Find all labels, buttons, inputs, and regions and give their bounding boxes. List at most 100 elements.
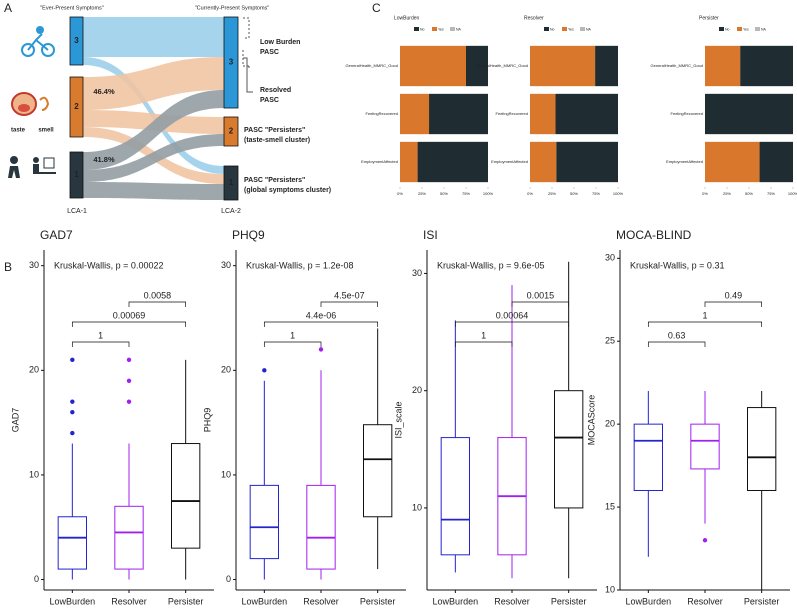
chart-title: ISI <box>423 228 438 242</box>
header: "Ever-Present Symptoms" <box>40 5 104 11</box>
comparison-label: 1 <box>290 330 295 340</box>
y-tick-label: 20 <box>412 385 422 395</box>
y-tick-label: 10 <box>29 469 39 479</box>
node-label: 2 <box>74 102 79 111</box>
group-label: (global symptoms cluster) <box>244 187 331 194</box>
x-tick-label: LowBurden <box>433 596 479 606</box>
y-tick-label: 10 <box>412 502 422 512</box>
node-label: 1 <box>74 170 79 179</box>
comparison-bracket <box>71 341 130 347</box>
bar-segment <box>759 141 793 183</box>
x-tick-label: Resolver <box>687 596 723 606</box>
group-label: PASC "Persisters" <box>244 177 305 184</box>
category-label: EmploymentAffected <box>361 159 398 164</box>
bar-segment <box>530 141 557 183</box>
x-tick-label: LowBurden <box>50 596 96 606</box>
legend-swatch <box>414 27 419 31</box>
bar-segment <box>429 93 488 135</box>
axis-label: LCA-1 <box>67 208 87 215</box>
bar-segment <box>530 93 556 135</box>
category-label: GeneralHealth_MMRC_Good <box>476 63 528 68</box>
bracket <box>243 57 253 93</box>
comparison-label: 4.5e-07 <box>334 290 365 300</box>
x-tick-label: 25% <box>418 191 426 196</box>
x-tick-label: 25% <box>723 191 731 196</box>
x-tick-label: Persister <box>551 596 587 606</box>
group-label: (taste-smell cluster) <box>244 137 310 144</box>
percent-label: 46.4% <box>93 87 115 96</box>
x-tick-label: 75% <box>462 191 470 196</box>
x-tick-label: 100% <box>613 191 624 196</box>
chart-title: PHQ9 <box>232 228 265 242</box>
legend-swatch <box>562 27 567 31</box>
outlier <box>262 368 267 373</box>
x-tick-label: 25% <box>548 191 556 196</box>
header: "Currently-Present Symptoms" <box>195 5 270 11</box>
node <box>69 16 84 66</box>
legend-label: No <box>550 27 555 31</box>
node-label: 3 <box>229 58 234 67</box>
box <box>554 390 584 509</box>
comparison-label: 4.4e-06 <box>306 310 337 320</box>
group-label: PASC "Persisters" <box>244 127 305 134</box>
category-label: FeelingRecovered <box>671 111 703 116</box>
box <box>114 505 144 570</box>
x-tick-label: 0% <box>527 191 533 196</box>
comparison-label: 1 <box>702 310 707 320</box>
legend-label: NA <box>456 27 462 31</box>
comparison-label: 0.00064 <box>496 310 529 320</box>
comparison-bracket <box>647 321 763 327</box>
outlier <box>126 399 132 404</box>
legend-label: No <box>725 27 730 31</box>
x-tick-label: 0% <box>702 191 708 196</box>
box <box>747 407 777 491</box>
comparison-label: 0.0015 <box>527 290 555 300</box>
x-tick-label: Resolver <box>494 596 530 606</box>
comparison-label: 1 <box>98 330 103 340</box>
box <box>57 516 88 570</box>
axis-title: ISI_scale <box>393 401 403 438</box>
flow <box>83 134 224 182</box>
y-tick-label: 0 <box>34 574 39 584</box>
box <box>306 484 336 570</box>
box <box>690 423 720 470</box>
x-tick-label: 50% <box>440 191 448 196</box>
x-tick-label: LowBurden <box>626 596 672 606</box>
test-label: Kruskal-Wallis, p = 1.2e-08 <box>246 260 353 270</box>
node-label: 2 <box>229 127 234 136</box>
legend-label: NA <box>761 27 767 31</box>
box <box>633 423 664 491</box>
y-tick-label: 15 <box>605 501 615 511</box>
legend-swatch <box>432 27 437 31</box>
bar-segment <box>400 141 418 183</box>
category-label: FeelingRecovered <box>366 111 398 116</box>
axis-title: GAD7 <box>10 408 20 433</box>
legend-swatch <box>580 27 585 31</box>
x-tick-label: 50% <box>570 191 578 196</box>
legend-swatch <box>450 27 455 31</box>
y-tick-label: 20 <box>29 365 39 375</box>
node <box>223 165 239 201</box>
bar-segment <box>400 93 430 135</box>
bar-segment <box>555 93 618 135</box>
y-tick-label: 30 <box>412 268 422 278</box>
flow <box>83 57 224 110</box>
nose-icon <box>39 96 50 111</box>
x-tick-label: 100% <box>483 191 494 196</box>
icon-label: taste <box>11 128 26 134</box>
x-tick-label: Resolver <box>111 596 147 606</box>
chart-title: LowBurden <box>394 15 420 21</box>
comparison-bracket <box>704 301 763 307</box>
box <box>440 437 470 556</box>
y-tick-label: 25 <box>605 336 615 346</box>
axis-label: LCA-2 <box>221 208 241 215</box>
comparison-label: 1 <box>481 330 486 340</box>
category-label: FeelingRecovered <box>496 111 528 116</box>
bracket <box>242 17 250 70</box>
fatigue-icon <box>8 156 56 178</box>
test-label: Kruskal-Wallis, p = 0.31 <box>630 260 724 270</box>
flow <box>83 17 224 57</box>
legend-swatch <box>719 27 724 31</box>
node-label: 1 <box>229 178 234 187</box>
test-label: Kruskal-Wallis, p = 0.00022 <box>54 260 163 270</box>
